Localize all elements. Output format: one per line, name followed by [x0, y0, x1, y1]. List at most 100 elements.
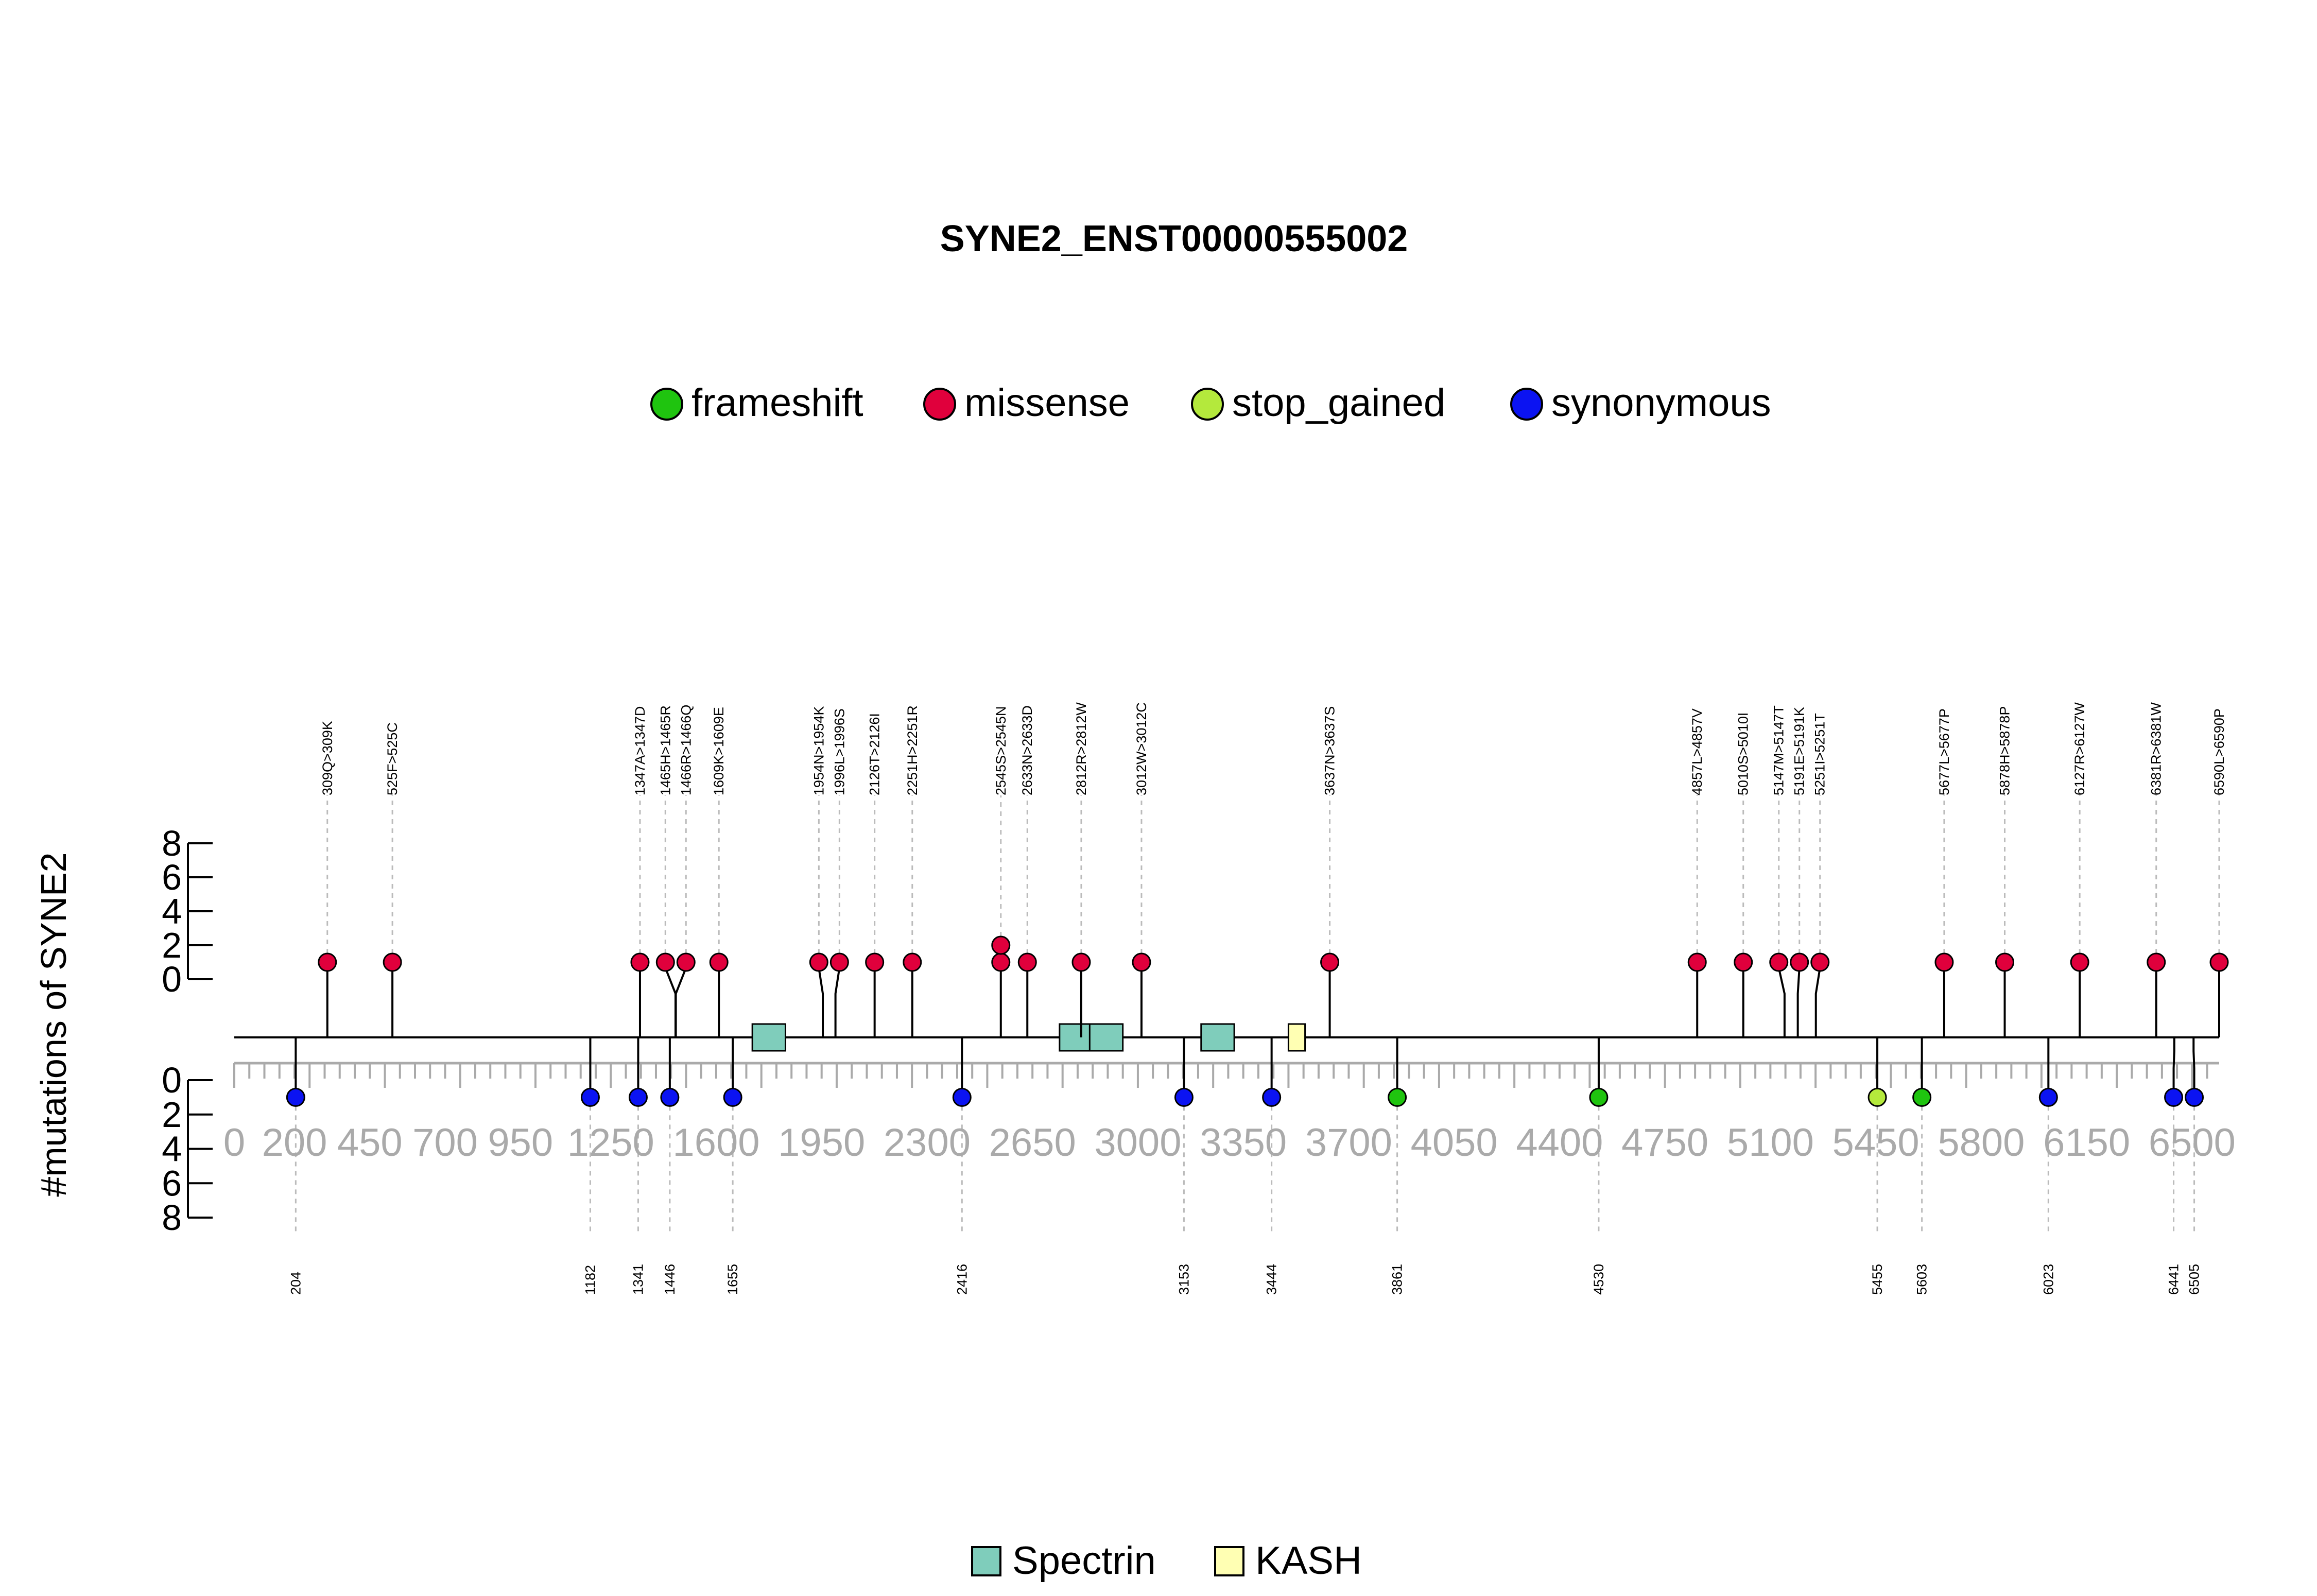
- ruler-tick-label: 4750: [1621, 1121, 1708, 1165]
- title-group: SYNE2_ENST00000555002: [940, 218, 1408, 259]
- mutation-legend: frameshift missense stop_gained synonymous: [650, 381, 1771, 425]
- mutation-head: [952, 1087, 972, 1107]
- mutation-head: [676, 952, 696, 972]
- mutation-head: [628, 1087, 648, 1107]
- mutation-head: [1589, 1087, 1609, 1107]
- domain-legend-label: Spectrin: [1012, 1539, 1156, 1583]
- mutation-label: 1466R>1466Q: [678, 705, 694, 795]
- ruler-tick-label: 2650: [989, 1121, 1076, 1165]
- mutation-head: [1320, 952, 1340, 972]
- mutation-label: 5455: [1870, 1264, 1885, 1295]
- mutation-label: 5878H>5878P: [1997, 706, 2012, 795]
- lollipop-heads: [286, 935, 2229, 1107]
- mutation-head: [1687, 952, 1707, 972]
- mutation-label: 3637N>3637S: [1322, 706, 1338, 795]
- mutation-head: [2164, 1087, 2184, 1107]
- mutation-label: 6023: [2041, 1264, 2056, 1295]
- mutation-label: 1182: [582, 1265, 598, 1295]
- mutation-label: 2812R>2812W: [1074, 702, 1089, 795]
- ruler-tick-label: 3700: [1305, 1121, 1392, 1165]
- stem-1954N>1954K: [818, 962, 824, 1037]
- mutation-label: 3153: [1176, 1264, 1191, 1295]
- mutation-label: 6127R>6127W: [2072, 702, 2087, 795]
- mutation-label: 1996L>1996S: [832, 708, 847, 795]
- ruler-tick-label: 3000: [1094, 1121, 1181, 1165]
- ruler-tick-label: 5800: [1938, 1121, 2025, 1165]
- mutation-label: 5010S>5010I: [1736, 713, 1751, 795]
- legend-marker: [923, 388, 956, 421]
- mutation-label: 1341: [630, 1264, 646, 1295]
- mutation-label: 2416: [954, 1264, 970, 1295]
- ruler-tick-label: 0: [223, 1121, 245, 1165]
- mutation-label: 3012W>3012C: [1134, 702, 1149, 795]
- mutation-head: [1790, 952, 1809, 972]
- lower-axis-tick-label: 2: [162, 1095, 182, 1135]
- mutation-labels: 309Q>309K 525F>525C 1347A>1347D 1465H>1465R…: [288, 702, 2227, 1295]
- mutation-head: [580, 1087, 600, 1107]
- mutation-head: [2070, 952, 2089, 972]
- mutation-head: [2038, 1087, 2058, 1107]
- ruler-tick-label: 950: [488, 1121, 553, 1165]
- mutation-head: [1769, 952, 1789, 972]
- ruler-tick-label: 2300: [884, 1121, 971, 1165]
- ruler-tick-label: 5450: [1832, 1121, 1920, 1165]
- chart-title: SYNE2_ENST00000555002: [940, 218, 1408, 259]
- mutation-label: 6590L>6590P: [2211, 708, 2227, 795]
- mutation-head: [723, 1087, 742, 1107]
- legend-label: stop_gained: [1232, 381, 1445, 425]
- mutation-label: 2251H>2251R: [905, 705, 920, 795]
- mutation-head: [1995, 952, 2014, 972]
- guide-lines: [295, 795, 2220, 1236]
- upper-axis-tick-label: 6: [162, 857, 182, 897]
- lower-axis-tick-label: 6: [162, 1163, 182, 1203]
- mutation-label: 3861: [1390, 1264, 1405, 1295]
- mutation-head: [903, 952, 922, 972]
- ruler-tick-label: 450: [337, 1121, 403, 1165]
- ruler-tick-label: 4400: [1516, 1121, 1603, 1165]
- legend-label: synonymous: [1551, 381, 1771, 425]
- mutation-head: [383, 952, 402, 972]
- domain-spectrin: [1088, 1023, 1124, 1052]
- mutation-head: [655, 952, 675, 972]
- mutation-label: 4530: [1591, 1264, 1606, 1295]
- ruler-tick-label: 4050: [1411, 1121, 1498, 1165]
- mutation-head: [1734, 952, 1753, 972]
- mutation-head: [809, 952, 828, 972]
- ruler-tick-label: 1600: [672, 1121, 759, 1165]
- domain-spectrin: [1200, 1023, 1235, 1052]
- mutation-label: 525F>525C: [385, 722, 400, 795]
- mutation-label: 5251I>5251T: [1812, 713, 1828, 795]
- mutation-head: [318, 952, 337, 972]
- mutation-label: 5677L>5677P: [1936, 708, 1952, 795]
- domain-legend: Spectrin KASH: [971, 1539, 1362, 1583]
- mutation-head: [1388, 1087, 1407, 1107]
- domain-spectrin: [751, 1023, 787, 1052]
- mutation-head: [1132, 952, 1151, 972]
- mutation-head: [1868, 1087, 1887, 1107]
- mutation-label: 1655: [725, 1264, 740, 1295]
- ruler-tick-label: 700: [412, 1121, 478, 1165]
- mutation-label: 1465H>1465R: [658, 705, 673, 795]
- mutation-label: 309Q>309K: [320, 721, 335, 795]
- stem-1996L>1996S: [834, 962, 841, 1037]
- upper-axis-tick-label: 2: [162, 925, 182, 965]
- upper-axis-tick-label: 4: [162, 891, 182, 931]
- ruler-tick-label: 3350: [1200, 1121, 1287, 1165]
- mutation-head: [2147, 952, 2166, 972]
- mutation-label: 2545S>2545N: [993, 706, 1009, 795]
- mutation-head: [2185, 1087, 2204, 1107]
- stem-6505: [2192, 1037, 2195, 1098]
- stem-5147M>5147T: [1777, 962, 1786, 1037]
- mutation-head: [1174, 1087, 1194, 1107]
- mutation-head: [991, 952, 1011, 972]
- mutation-head: [1262, 1087, 1282, 1107]
- legend-marker: [1510, 388, 1543, 421]
- mutation-label: 2633N>2633D: [1019, 705, 1035, 795]
- mutation-head: [1017, 952, 1037, 972]
- legend-label: missense: [964, 381, 1130, 425]
- mutation-head: [1912, 1087, 1932, 1107]
- mutation-label: 5191E>5191K: [1792, 707, 1807, 795]
- mutation-label: 1609K>1609E: [711, 707, 727, 795]
- upper-axis-tick-label: 8: [162, 823, 182, 863]
